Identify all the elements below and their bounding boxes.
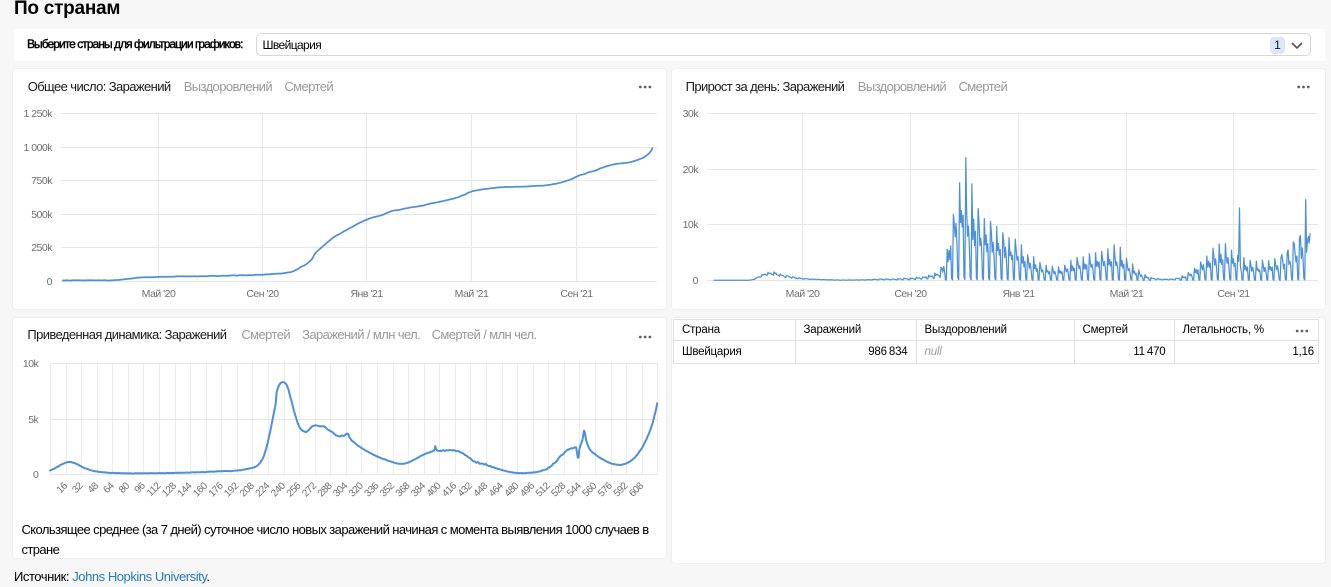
svg-text:Сен '20: Сен '20 xyxy=(894,288,927,300)
svg-text:Сен '20: Сен '20 xyxy=(246,288,279,300)
svg-text:30k: 30k xyxy=(683,108,700,120)
svg-text:Сен '21: Сен '21 xyxy=(560,288,593,300)
svg-text:500k: 500k xyxy=(31,209,53,221)
svg-text:64: 64 xyxy=(101,480,117,496)
svg-text:0: 0 xyxy=(33,469,39,481)
svg-text:10k: 10k xyxy=(683,219,700,231)
svg-text:48: 48 xyxy=(86,480,102,496)
svg-text:5k: 5k xyxy=(28,414,39,426)
svg-text:Май '21: Май '21 xyxy=(1110,288,1144,300)
svg-text:1 250k: 1 250k xyxy=(23,108,53,120)
svg-text:10k: 10k xyxy=(23,358,40,370)
svg-text:Май '21: Май '21 xyxy=(455,288,489,300)
svg-text:250k: 250k xyxy=(31,242,53,254)
svg-text:Май '20: Май '20 xyxy=(786,288,820,300)
svg-text:1 000k: 1 000k xyxy=(23,142,53,154)
svg-text:32: 32 xyxy=(70,480,86,496)
svg-text:96: 96 xyxy=(133,480,149,496)
svg-text:16: 16 xyxy=(55,480,71,496)
svg-text:0: 0 xyxy=(693,275,699,287)
svg-text:0: 0 xyxy=(47,276,53,288)
svg-text:80: 80 xyxy=(117,480,133,496)
svg-text:Янв '21: Янв '21 xyxy=(350,288,383,300)
svg-text:608: 608 xyxy=(627,480,646,499)
svg-text:Май '20: Май '20 xyxy=(142,288,176,300)
svg-text:Янв '21: Янв '21 xyxy=(1002,288,1035,300)
svg-text:750k: 750k xyxy=(31,175,53,187)
svg-text:Сен '21: Сен '21 xyxy=(1217,288,1250,300)
svg-text:20k: 20k xyxy=(683,164,700,176)
